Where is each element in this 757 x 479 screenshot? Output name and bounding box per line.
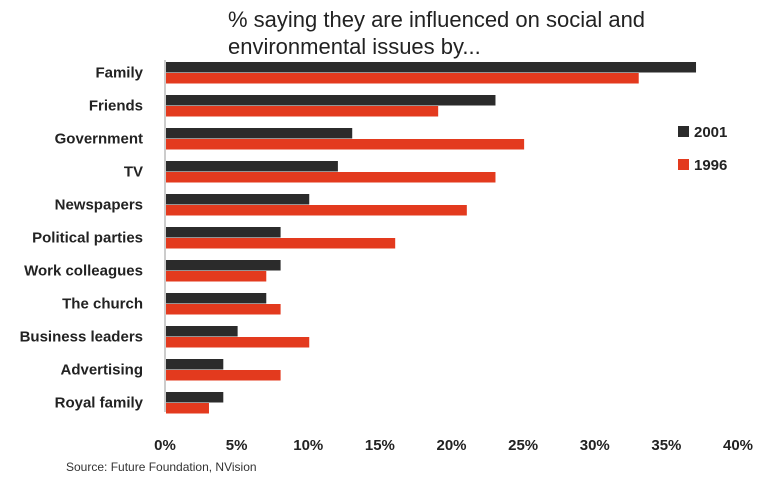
x-tick-label: 15% xyxy=(365,437,395,454)
x-tick-label: 30% xyxy=(580,437,610,454)
bars-group xyxy=(166,62,697,414)
bar-work-colleagues-2001 xyxy=(166,260,281,271)
bar-tv-1996 xyxy=(166,172,496,183)
chart-title: % saying they are influenced on social a… xyxy=(228,7,646,59)
category-label: Advertising xyxy=(60,362,143,379)
category-label: Political parties xyxy=(32,230,143,247)
bar-advertising-2001 xyxy=(166,359,224,370)
legend-swatch-2001 xyxy=(678,126,689,137)
bar-royal-family-2001 xyxy=(166,392,224,403)
bar-political-parties-1996 xyxy=(166,238,396,249)
bar-advertising-1996 xyxy=(166,370,281,381)
category-label: TV xyxy=(124,164,143,181)
legend-label-2001: 2001 xyxy=(694,124,727,141)
bar-friends-2001 xyxy=(166,95,496,106)
category-label: Government xyxy=(55,131,143,148)
category-label: Business leaders xyxy=(20,329,143,346)
bar-political-parties-2001 xyxy=(166,227,281,238)
bar-newspapers-2001 xyxy=(166,194,310,205)
bar-government-2001 xyxy=(166,128,353,139)
bar-family-1996 xyxy=(166,73,639,84)
bar-newspapers-1996 xyxy=(166,205,467,216)
legend-label-1996: 1996 xyxy=(694,157,727,174)
x-tick-label: 20% xyxy=(436,437,466,454)
bar-the-church-2001 xyxy=(166,293,267,304)
x-tick-label: 5% xyxy=(226,437,248,454)
legend-swatch-1996 xyxy=(678,159,689,170)
bar-tv-2001 xyxy=(166,161,338,172)
bar-family-2001 xyxy=(166,62,697,73)
bar-the-church-1996 xyxy=(166,304,281,315)
category-label: Friends xyxy=(89,98,143,115)
bar-business-leaders-1996 xyxy=(166,337,310,348)
category-label: Work colleagues xyxy=(24,263,143,280)
bar-government-1996 xyxy=(166,139,525,150)
category-label: Newspapers xyxy=(55,197,143,214)
legend: 2001 1996 xyxy=(678,124,727,174)
x-tick-label: 25% xyxy=(508,437,538,454)
x-tick-label: 35% xyxy=(651,437,681,454)
x-tick-label: 40% xyxy=(723,437,753,454)
x-tick-label: 0% xyxy=(154,437,176,454)
category-labels: Family Friends Government TV Newspapers Polit… xyxy=(20,65,144,412)
x-tick-label: 10% xyxy=(293,437,323,454)
x-tick-labels: 0% 5% 10% 15% 20% 25% 30% 35% 40% xyxy=(154,437,753,454)
source-note: Source: Future Foundation, NVision xyxy=(66,460,257,474)
category-label: The church xyxy=(62,296,143,313)
bar-royal-family-1996 xyxy=(166,403,209,414)
category-label: Family xyxy=(95,65,143,82)
bar-work-colleagues-1996 xyxy=(166,271,267,282)
bar-business-leaders-2001 xyxy=(166,326,238,337)
bar-friends-1996 xyxy=(166,106,439,117)
category-label: Royal family xyxy=(55,395,144,412)
